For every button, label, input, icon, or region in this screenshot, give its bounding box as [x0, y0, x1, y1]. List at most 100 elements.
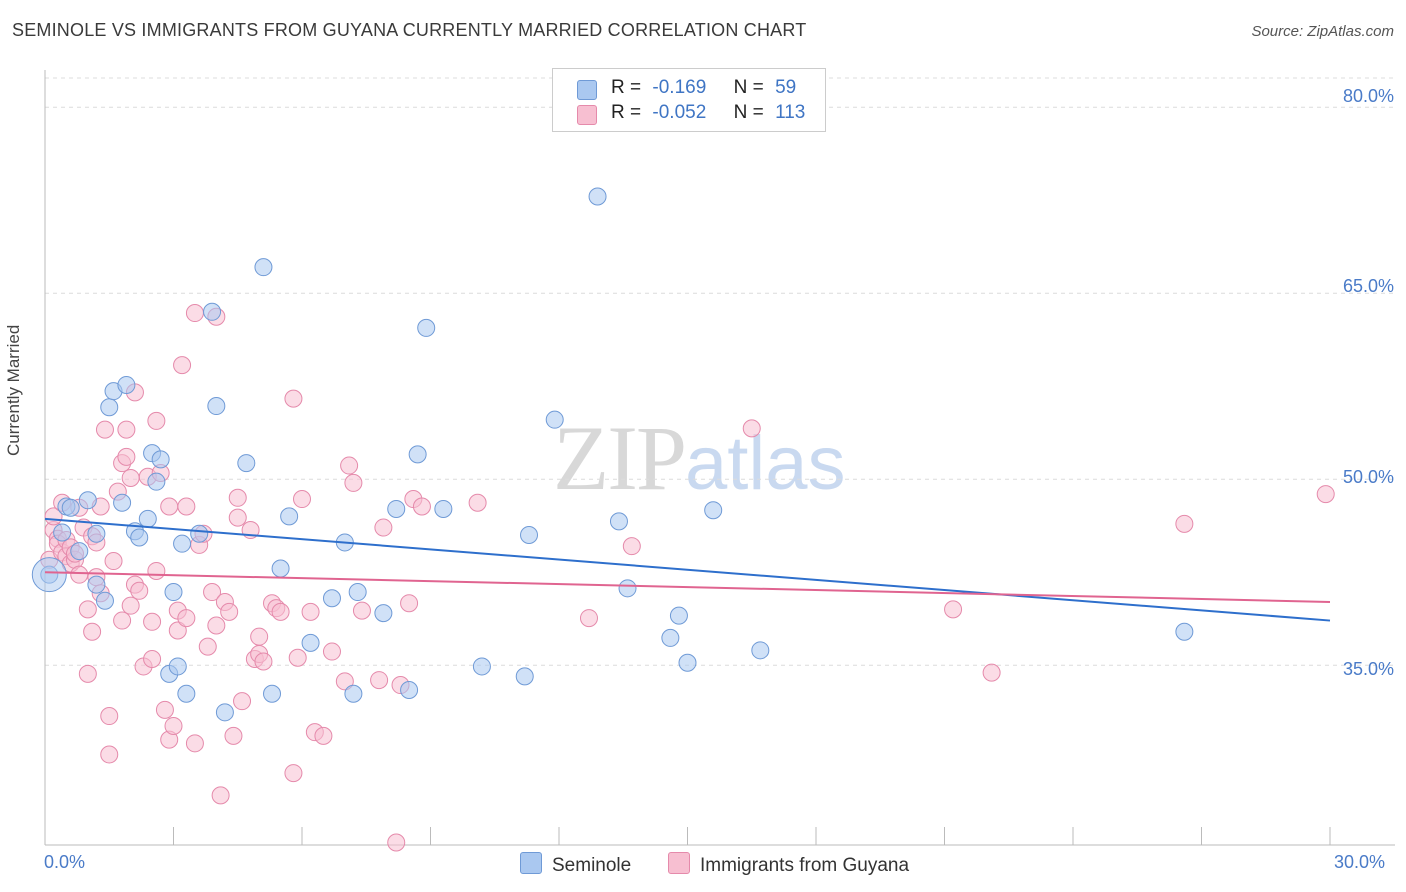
- bottom-legend-guyana: Immigrants from Guyana: [668, 852, 909, 877]
- data-point: [173, 534, 192, 553]
- data-point: [618, 579, 637, 598]
- legend-swatch-pink: [668, 852, 690, 874]
- x-tick-label: 30.0%: [1334, 852, 1386, 872]
- data-point: [147, 472, 166, 491]
- data-point-large: [31, 557, 67, 593]
- data-point: [387, 833, 406, 852]
- data-point: [207, 616, 226, 635]
- data-point: [147, 561, 166, 580]
- data-point: [87, 575, 106, 594]
- data-point: [609, 512, 628, 531]
- data-point: [224, 726, 243, 745]
- data-point: [147, 411, 166, 430]
- data-point: [113, 611, 132, 630]
- data-point: [117, 375, 136, 394]
- data-point: [143, 650, 162, 668]
- data-point: [203, 302, 222, 321]
- data-point: [143, 612, 162, 631]
- data-point: [168, 621, 187, 640]
- data-point: [160, 497, 179, 516]
- data-point: [138, 509, 157, 528]
- legend-r-value: -0.169: [652, 77, 707, 98]
- data-point: [130, 528, 149, 547]
- data-point: [468, 493, 487, 512]
- data-point: [412, 497, 431, 516]
- data-point: [100, 707, 119, 726]
- data-point: [661, 628, 680, 647]
- data-point: [284, 389, 303, 408]
- data-point: [117, 420, 136, 439]
- data-point: [220, 602, 239, 621]
- data-point: [173, 356, 192, 375]
- data-point: [742, 419, 761, 438]
- data-point: [271, 602, 290, 621]
- y-tick-label: 35.0%: [1342, 659, 1394, 679]
- data-point: [164, 716, 183, 735]
- data-point: [1175, 622, 1194, 641]
- bottom-legend-seminole: Seminole: [520, 852, 631, 877]
- legend-n-value: 113: [775, 102, 806, 123]
- data-point: [233, 692, 252, 711]
- data-point: [400, 681, 419, 699]
- data-point: [344, 473, 363, 492]
- data-point: [314, 726, 333, 745]
- data-point: [704, 501, 723, 520]
- data-point: [228, 508, 247, 527]
- data-point: [177, 609, 196, 628]
- data-point: [472, 657, 491, 676]
- data-point: [387, 499, 406, 518]
- data-point: [520, 526, 539, 544]
- y-tick-label: 50.0%: [1342, 467, 1394, 487]
- data-point: [53, 523, 72, 542]
- data-point: [263, 684, 282, 703]
- legend-r-value: -0.052: [652, 102, 707, 123]
- legend-r-label: R =: [611, 77, 642, 98]
- legend-swatch-pink: [577, 105, 597, 125]
- data-point: [400, 594, 419, 613]
- data-point: [70, 565, 89, 584]
- data-point: [237, 454, 256, 473]
- data-point: [130, 581, 149, 600]
- data-point: [579, 609, 598, 628]
- legend-r-label: R =: [611, 102, 642, 123]
- y-axis-label: Currently Married: [4, 324, 23, 456]
- trend-line: [44, 517, 1331, 622]
- data-point: [374, 604, 393, 623]
- data-point: [250, 627, 269, 646]
- data-point: [344, 684, 363, 703]
- data-point: [164, 583, 183, 602]
- data-point: [177, 684, 196, 703]
- data-point: [70, 542, 89, 561]
- data-point: [751, 641, 770, 660]
- data-point: [155, 700, 174, 719]
- data-point: [280, 507, 299, 526]
- data-point: [417, 318, 436, 337]
- watermark-atlas: atlas: [685, 421, 846, 506]
- data-point: [982, 663, 1001, 682]
- data-point: [207, 397, 226, 416]
- data-point: [177, 497, 196, 516]
- data-point: [322, 589, 341, 608]
- source-label: Source: ZipAtlas.com: [1251, 23, 1394, 40]
- data-point: [588, 187, 607, 206]
- data-point: [61, 498, 80, 517]
- data-point: [545, 410, 564, 429]
- data-point: [95, 591, 114, 610]
- data-point: [198, 637, 217, 656]
- data-point: [322, 642, 341, 661]
- trend-line: [44, 571, 1331, 603]
- data-point: [370, 671, 389, 690]
- data-point: [669, 606, 688, 625]
- data-point: [254, 652, 273, 671]
- watermark-zip: ZIP: [553, 407, 687, 509]
- legend-n-label: N =: [733, 102, 764, 123]
- data-point: [284, 764, 303, 783]
- data-point: [678, 653, 697, 672]
- data-point: [434, 499, 453, 518]
- data-point: [185, 734, 204, 753]
- data-point: [121, 468, 140, 487]
- y-tick-label: 65.0%: [1342, 276, 1394, 296]
- data-point: [100, 745, 119, 764]
- data-point: [408, 445, 427, 464]
